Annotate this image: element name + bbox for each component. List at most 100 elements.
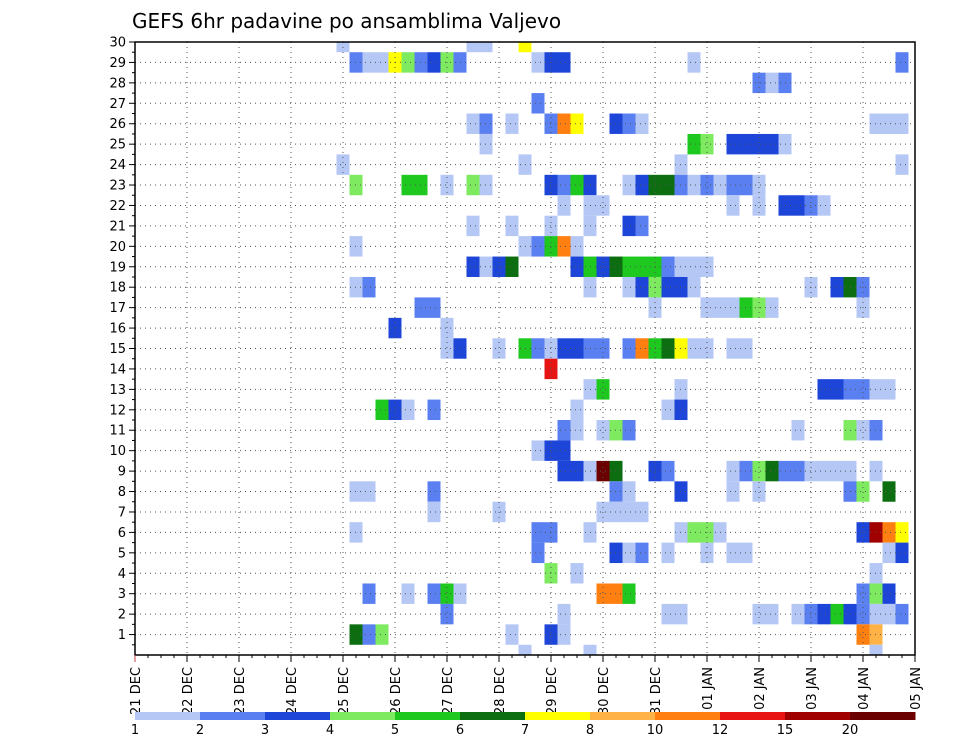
heatmap-cell <box>635 215 649 237</box>
heatmap-cell <box>531 338 545 359</box>
y-tick-label: 1 <box>118 628 126 643</box>
heatmap-cell <box>440 583 454 604</box>
y-tick-label: 30 <box>109 36 126 51</box>
heatmap-cell <box>492 338 506 359</box>
heatmap-cell <box>895 522 909 543</box>
heatmap-cell <box>596 338 610 359</box>
heatmap-cell <box>427 501 441 523</box>
heatmap-cell <box>726 297 740 318</box>
y-tick-label: 24 <box>109 158 126 173</box>
heatmap-cell <box>817 379 831 400</box>
heatmap-cell <box>518 42 532 53</box>
y-tick-label: 2 <box>118 608 126 623</box>
y-tick-label: 10 <box>109 444 126 459</box>
heatmap-cell <box>895 52 909 73</box>
heatmap-cell <box>882 379 896 400</box>
heatmap-cell <box>570 399 584 421</box>
heatmap-cell <box>557 195 571 216</box>
y-tick-label: 21 <box>109 219 126 234</box>
colorbar-label: 2 <box>196 723 204 738</box>
heatmap-cell <box>830 460 844 482</box>
heatmap-cell <box>882 603 896 625</box>
colorbar-label: 12 <box>712 723 729 738</box>
heatmap-cell <box>362 624 376 645</box>
x-tick-label: 02 JAN <box>753 667 768 710</box>
heatmap-cell <box>466 256 480 277</box>
heatmap-cell <box>635 174 649 196</box>
heatmap-cell <box>856 420 870 441</box>
y-tick-label: 27 <box>109 97 126 112</box>
heatmap-cell <box>466 42 480 53</box>
heatmap-cell <box>531 440 545 461</box>
heatmap-cell <box>700 338 714 359</box>
heatmap-cell <box>882 522 896 543</box>
heatmap-cell <box>427 583 441 604</box>
heatmap-cell <box>531 542 545 564</box>
x-tick-label: 25 DEC <box>337 667 352 715</box>
y-tick-label: 7 <box>118 505 126 520</box>
colorbar-segment <box>785 712 851 720</box>
y-tick-label: 25 <box>109 138 126 153</box>
heatmap-cell <box>635 276 649 298</box>
heatmap-cell <box>505 624 519 645</box>
heatmap-cell <box>596 379 610 400</box>
heatmap-cell <box>362 52 376 73</box>
colorbar-segment <box>525 712 591 720</box>
heatmap-cell <box>583 644 597 655</box>
heatmap-cell <box>635 542 649 564</box>
heatmap-cell <box>726 174 740 196</box>
heatmap-cell <box>635 338 649 359</box>
heatmap-cell <box>622 420 636 441</box>
heatmap-cell <box>882 542 896 564</box>
heatmap-cell <box>752 174 766 196</box>
heatmap-cell <box>362 481 376 502</box>
y-tick-label: 13 <box>109 383 126 398</box>
heatmap-cell <box>765 603 779 625</box>
heatmap-cell <box>817 195 831 216</box>
heatmap-cell <box>687 174 701 196</box>
colorbar-segment <box>395 712 461 720</box>
heatmap-cell <box>752 460 766 482</box>
colorbar-segment <box>265 712 331 720</box>
heatmap-cell <box>466 113 480 134</box>
colorbar-legend: 1 2 3 4 5 6 7 8 10 12 15 20 <box>131 712 916 738</box>
y-tick-label: 23 <box>109 179 126 194</box>
y-tick-label: 29 <box>109 56 126 71</box>
x-tick-label: 01 JAN <box>701 667 716 710</box>
y-tick-label: 9 <box>118 465 126 480</box>
heatmap-cell <box>700 133 714 155</box>
heatmap-cell <box>726 133 740 155</box>
heatmap-cell <box>726 542 740 564</box>
heatmap-cell <box>401 52 415 73</box>
heatmap-cell <box>687 276 701 298</box>
heatmap-cell <box>856 379 870 400</box>
heatmap-cell <box>492 501 506 523</box>
x-tick-label: 03 JAN <box>805 667 820 710</box>
colorbar-label: 5 <box>391 723 399 738</box>
heatmap-cell <box>557 174 571 196</box>
y-tick-label: 28 <box>109 76 126 91</box>
heatmap-cell <box>570 113 584 134</box>
heatmap-cell <box>570 563 584 584</box>
heatmap-cell <box>765 133 779 155</box>
heatmap-cells <box>336 42 909 655</box>
heatmap-cell <box>661 338 675 359</box>
x-tick-label: 05 JAN <box>909 667 924 710</box>
heatmap-cell <box>765 460 779 482</box>
heatmap-cell <box>557 420 571 441</box>
x-tick-label: 26 DEC <box>389 667 404 715</box>
heatmap-cell <box>661 460 675 482</box>
colorbar-label: 6 <box>456 723 464 738</box>
heatmap-cell <box>570 338 584 359</box>
heatmap-cell <box>726 481 740 502</box>
heatmap-cell <box>895 113 909 134</box>
heatmap-cell <box>375 52 389 73</box>
heatmap-cell <box>661 256 675 277</box>
heatmap-cell <box>791 460 805 482</box>
heatmap-cell <box>557 460 571 482</box>
x-tick-label: 23 DEC <box>233 667 248 715</box>
heatmap-cell <box>726 460 740 482</box>
y-tick-label: 8 <box>118 485 126 500</box>
heatmap-cell <box>427 297 441 318</box>
